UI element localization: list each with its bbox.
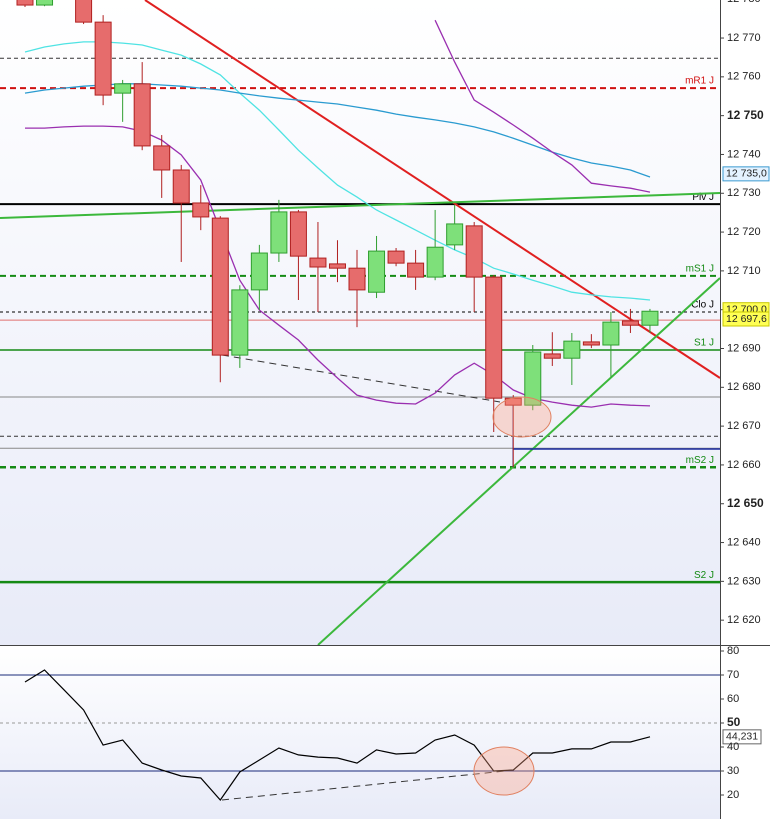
candle-body	[641, 310, 659, 326]
candle-body	[387, 250, 405, 264]
y-tick-label: 12 740	[727, 148, 761, 160]
y-tick-label: 60	[727, 693, 739, 705]
candle-body	[211, 217, 229, 356]
y-tick-label: 12 730	[727, 187, 761, 199]
candle-body	[621, 320, 639, 326]
y-tick-label: 12 760	[727, 71, 761, 83]
y-tick-label: 50	[727, 715, 741, 729]
candle-body	[426, 246, 444, 278]
candle-body	[582, 341, 600, 346]
candle-body	[94, 21, 112, 96]
candle-body	[524, 351, 542, 406]
candle-body	[172, 169, 190, 204]
candle-body	[309, 257, 327, 268]
price-tag	[722, 311, 770, 327]
trendline	[0, 192, 720, 219]
y-tick-label: 12 650	[727, 496, 764, 510]
value-tag	[722, 729, 762, 745]
price-plot: mR1 J Piv J mS1 J Clo J S1 J mS2 J S2 J	[0, 0, 720, 645]
level-label: S2 J	[694, 570, 714, 581]
y-tick-label: 12 720	[727, 226, 761, 238]
y-tick-label: 12 620	[727, 614, 761, 626]
y-tick-label: 12 670	[727, 420, 761, 432]
highlight-circle	[492, 396, 552, 438]
level-label: mS2 J	[686, 455, 714, 466]
trendline	[144, 0, 720, 379]
rsi-panel	[0, 646, 720, 819]
y-tick-label: 40	[727, 741, 739, 753]
value-label: 44,231	[726, 731, 758, 743]
candle-body	[348, 267, 366, 291]
candle-body	[153, 145, 171, 171]
candle-body	[485, 276, 503, 399]
candle-body	[368, 250, 386, 293]
axis-area	[720, 0, 770, 819]
price-tag-label: 12 735,0	[726, 168, 767, 180]
y-tick-label: 70	[727, 669, 739, 681]
candle-body	[465, 225, 483, 278]
candle-body	[328, 263, 346, 269]
moving-average	[434, 19, 651, 193]
level-label: Piv J	[692, 192, 714, 203]
y-tick-label: 12 690	[727, 342, 761, 354]
candle-body	[133, 83, 151, 147]
price-tag-label: 12 697,6	[726, 313, 767, 325]
moving-average	[24, 41, 651, 301]
divergence-line	[221, 354, 501, 403]
candle-body	[192, 202, 210, 218]
candle-body	[563, 340, 581, 359]
y-tick-label: 12 660	[727, 459, 761, 471]
level-label: mS1 J	[686, 264, 714, 275]
candle-body	[231, 289, 249, 356]
rsi-line	[24, 669, 651, 801]
y-tick-label: 12 750	[727, 108, 764, 122]
level-label: Clo J	[691, 300, 714, 311]
highlight-circle	[473, 746, 535, 796]
candle-body	[36, 0, 54, 6]
y-tick-label: 12 710	[727, 265, 761, 277]
y-tick-label: 12 780	[727, 0, 761, 5]
candle-body	[270, 211, 288, 254]
level-label: mR1 J	[685, 76, 714, 87]
y-tick-label: 12 630	[727, 575, 761, 587]
trendline	[317, 277, 720, 645]
moving-average	[25, 125, 651, 408]
y-tick-label: 12 680	[727, 381, 761, 393]
y-tick-label: 30	[727, 765, 739, 777]
rsi-plot	[0, 669, 720, 801]
candle-body	[446, 223, 464, 246]
y-tick-label: 12 770	[727, 32, 761, 44]
y-tick-label: 12 640	[727, 536, 761, 548]
level-label: S1 J	[694, 338, 714, 349]
candle-body	[16, 0, 34, 6]
candle-body	[114, 83, 132, 94]
candle-body	[250, 252, 268, 291]
candle-body	[75, 0, 93, 23]
y-tick-label: 20	[727, 789, 739, 801]
candle-body	[407, 262, 425, 278]
candle-body	[602, 321, 620, 346]
price-tag	[722, 166, 770, 182]
candle-body	[289, 211, 307, 257]
y-tick-label: 80	[727, 645, 739, 657]
candle-body	[543, 353, 561, 359]
